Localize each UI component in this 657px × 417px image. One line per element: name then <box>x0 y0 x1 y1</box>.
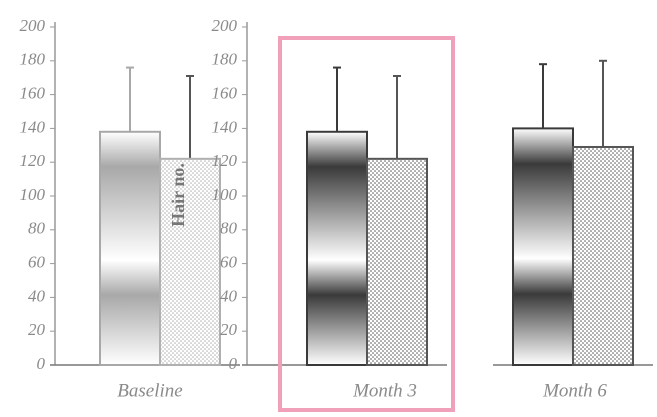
y-tick-label: 100 <box>212 185 238 204</box>
bar <box>306 130 368 366</box>
y-tick-label: 40 <box>220 286 238 305</box>
y-tick-label: 120 <box>20 151 46 170</box>
bar <box>572 145 634 366</box>
y-tick-label: 120 <box>212 151 238 170</box>
y-tick-label: 160 <box>212 84 238 103</box>
y-tick-label: 200 <box>212 16 238 35</box>
y-tick-label: 140 <box>212 117 238 136</box>
bar <box>159 157 221 366</box>
y-tick-label: 60 <box>220 253 238 272</box>
y-tick-label: 180 <box>212 50 238 69</box>
bar <box>99 130 161 366</box>
category-label: Month 3 <box>352 380 417 401</box>
y-tick-label: 40 <box>28 286 46 305</box>
y-axis-label: Hair no. <box>168 163 188 227</box>
y-tick-label: 200 <box>20 16 46 35</box>
y-tick-label: 180 <box>20 50 46 69</box>
y-tick-label: 20 <box>220 320 238 339</box>
y-tick-label: 140 <box>20 117 46 136</box>
y-tick-label: 0 <box>229 354 238 373</box>
y-tick-label: 80 <box>220 219 238 238</box>
category-label: Baseline <box>117 380 182 401</box>
y-tick-label: 100 <box>20 185 46 204</box>
bar <box>512 127 574 366</box>
bar <box>366 157 428 366</box>
y-tick-label: 80 <box>28 219 46 238</box>
y-tick-label: 0 <box>37 354 46 373</box>
highlight-box <box>278 36 455 412</box>
y-tick-label: 60 <box>28 253 46 272</box>
y-tick-label: 20 <box>28 320 46 339</box>
category-label: Month 6 <box>542 380 607 401</box>
y-tick-label: 160 <box>20 84 46 103</box>
